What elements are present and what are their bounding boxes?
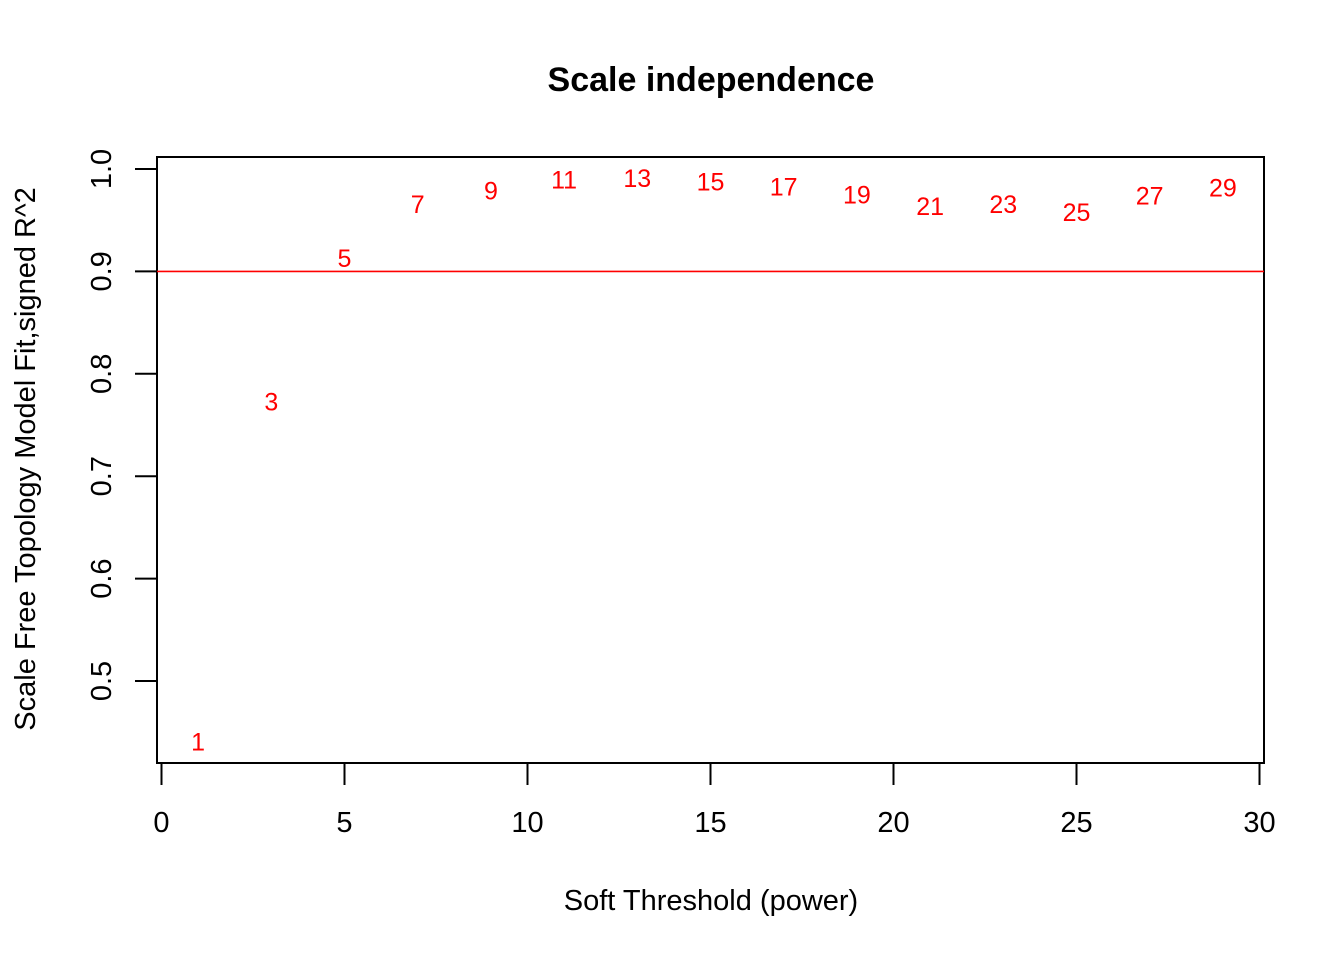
data-point-label: 5 xyxy=(338,245,352,273)
y-tick-label: 0.6 xyxy=(86,558,118,598)
data-point-label: 1 xyxy=(191,728,205,756)
x-axis: 0 5 10 15 20 25 30 xyxy=(153,762,1276,839)
y-tick-label: 0.8 xyxy=(86,354,118,394)
data-point-label: 11 xyxy=(551,166,577,194)
chart-title: Scale independence xyxy=(548,61,875,99)
x-tick-label: 15 xyxy=(694,807,726,839)
y-axis: 0.5 0.6 0.7 0.8 0.9 1.0 xyxy=(86,149,158,701)
data-point-label: 13 xyxy=(623,165,651,193)
data-point-label: 27 xyxy=(1136,183,1164,211)
y-tick-label: 0.9 xyxy=(86,251,118,291)
data-point-label: 19 xyxy=(843,182,871,210)
plot-area-frame xyxy=(156,156,1265,764)
y-axis-label: Scale Free Topology Model Fit,signed R^2 xyxy=(10,187,42,730)
x-tick-label: 20 xyxy=(877,807,909,839)
data-point-label: 15 xyxy=(697,168,725,196)
x-tick-label: 25 xyxy=(1060,807,1092,839)
data-point-label: 25 xyxy=(1063,199,1091,227)
x-tick-label: 5 xyxy=(336,807,352,839)
x-tick-label: 10 xyxy=(511,807,543,839)
x-tick-label: 0 xyxy=(153,807,169,839)
data-point-label: 21 xyxy=(916,193,944,221)
y-tick-label: 1.0 xyxy=(86,149,118,189)
x-tick-label: 30 xyxy=(1243,807,1275,839)
y-tick-label: 0.5 xyxy=(86,661,118,701)
data-point-label: 29 xyxy=(1209,174,1237,202)
data-point-label: 17 xyxy=(770,173,798,201)
data-point-label: 3 xyxy=(264,388,278,416)
y-tick-label: 0.7 xyxy=(86,456,118,496)
x-axis-label: Soft Threshold (power) xyxy=(564,885,858,917)
data-point-label: 7 xyxy=(411,191,425,219)
data-point-label: 23 xyxy=(989,191,1017,219)
data-point-label: 9 xyxy=(484,178,498,206)
